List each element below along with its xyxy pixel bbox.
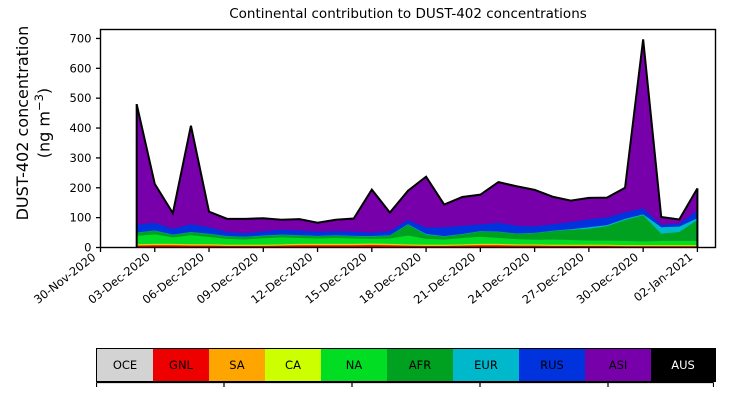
legend-item-label: AFR <box>408 358 432 372</box>
y-tick-label: 700 <box>70 31 92 45</box>
legend-item-sa[interactable]: SA <box>209 349 265 381</box>
legend-item-label: OCE <box>112 358 138 372</box>
chart-areas <box>135 39 699 248</box>
legend-item-label: RUS <box>540 358 564 372</box>
legend-item-label: NA <box>345 358 363 372</box>
legend-item-label: AUS <box>671 358 695 372</box>
legend-item-label: CA <box>285 358 301 372</box>
legend-item-rus[interactable]: RUS <box>519 349 585 381</box>
legend-item-afr[interactable]: AFR <box>387 349 453 381</box>
legend-item-ca[interactable]: CA <box>265 349 321 381</box>
y-tick-label: 100 <box>70 211 92 225</box>
y-tick-label: 400 <box>70 121 92 135</box>
area-series-na <box>136 234 698 248</box>
chart-title: Continental contribution to DUST-402 con… <box>229 6 587 22</box>
y-tick-label: 300 <box>70 151 92 165</box>
y-tick-label: 600 <box>70 61 92 75</box>
x-tick-label: 02-Jan-2021 <box>631 250 695 304</box>
legend-item-asi[interactable]: ASI <box>585 349 651 381</box>
legend-item-na[interactable]: NA <box>321 349 387 381</box>
legend: OCE GNL SA CA NA AFR EUR RUS ASI AUS <box>96 348 716 382</box>
plot-frame <box>99 28 717 249</box>
legend-bottom-rule <box>96 382 714 387</box>
legend-item-label: GNL <box>169 358 193 372</box>
y-tick-label: 200 <box>70 181 92 195</box>
legend-item-label: EUR <box>474 358 498 372</box>
y-tick-label: 0 <box>84 241 91 255</box>
legend-item-label: SA <box>229 358 245 372</box>
legend-item-oce[interactable]: OCE <box>97 349 153 381</box>
stacked-area-chart: 0 100 200 300 400 500 600 700 30-Nov-202003-Dec… <box>31 28 717 307</box>
x-axis-ticks: 30-Nov-202003-Dec-202006-Dec-202009-Dec-… <box>31 247 699 307</box>
legend-item-eur[interactable]: EUR <box>453 349 519 381</box>
legend-item-aus[interactable]: AUS <box>651 349 715 381</box>
legend-item-label: ASI <box>608 358 628 372</box>
y-tick-label: 500 <box>70 91 92 105</box>
total-outline <box>135 39 699 224</box>
y-axis-ticks: 0 100 200 300 400 500 600 700 <box>70 31 101 255</box>
legend-item-gnl[interactable]: GNL <box>153 349 209 381</box>
